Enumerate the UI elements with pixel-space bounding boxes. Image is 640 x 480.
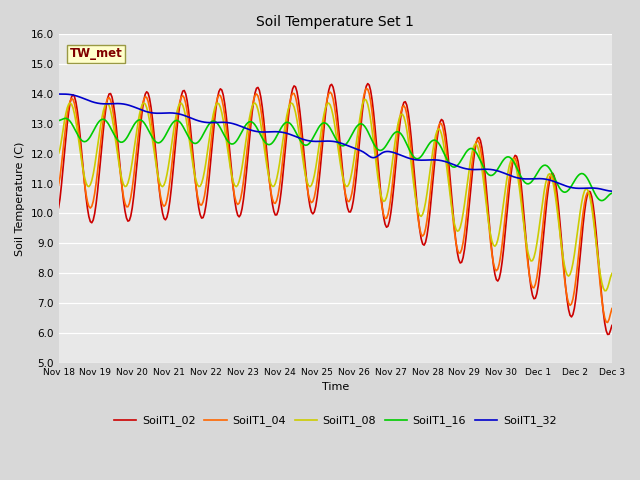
SoilT1_08 xyxy=(533,241,541,247)
SoilT1_04 xyxy=(533,275,541,281)
Line: SoilT1_02: SoilT1_02 xyxy=(58,84,612,335)
SoilT1_04 xyxy=(339,178,347,183)
Line: SoilT1_32: SoilT1_32 xyxy=(58,94,612,191)
Line: SoilT1_08: SoilT1_08 xyxy=(58,99,612,291)
Line: SoilT1_16: SoilT1_16 xyxy=(58,119,612,201)
SoilT1_16 xyxy=(75,134,83,140)
SoilT1_02 xyxy=(607,327,614,333)
Line: SoilT1_04: SoilT1_04 xyxy=(58,88,612,323)
SoilT1_32 xyxy=(451,162,458,168)
SoilT1_02 xyxy=(339,174,347,180)
SoilT1_16 xyxy=(451,164,458,170)
SoilT1_16 xyxy=(533,171,541,177)
SoilT1_16 xyxy=(607,191,614,197)
SoilT1_04 xyxy=(74,118,81,123)
SoilT1_08 xyxy=(74,128,81,133)
SoilT1_02 xyxy=(604,332,611,337)
SoilT1_04 xyxy=(54,182,62,188)
SoilT1_32 xyxy=(533,176,541,181)
SoilT1_32 xyxy=(340,142,348,147)
SoilT1_02 xyxy=(451,225,458,231)
SoilT1_32 xyxy=(75,94,83,99)
SoilT1_04 xyxy=(604,320,611,325)
SoilT1_16 xyxy=(54,118,62,123)
X-axis label: Time: Time xyxy=(322,382,349,392)
SoilT1_16 xyxy=(598,198,605,204)
Legend: SoilT1_02, SoilT1_04, SoilT1_08, SoilT1_16, SoilT1_32: SoilT1_02, SoilT1_04, SoilT1_08, SoilT1_… xyxy=(109,411,561,431)
SoilT1_16 xyxy=(62,116,70,121)
Title: Soil Temperature Set 1: Soil Temperature Set 1 xyxy=(256,15,414,29)
SoilT1_16 xyxy=(92,123,100,129)
SoilT1_02 xyxy=(608,323,616,328)
SoilT1_04 xyxy=(608,306,616,312)
SoilT1_32 xyxy=(54,91,62,97)
SoilT1_02 xyxy=(74,108,81,114)
SoilT1_04 xyxy=(91,191,99,196)
Text: TW_met: TW_met xyxy=(70,48,122,60)
SoilT1_02 xyxy=(364,81,372,86)
SoilT1_08 xyxy=(601,288,609,294)
SoilT1_02 xyxy=(533,291,541,297)
SoilT1_02 xyxy=(91,211,99,216)
SoilT1_32 xyxy=(605,188,613,194)
SoilT1_08 xyxy=(608,271,616,276)
SoilT1_32 xyxy=(56,91,64,97)
SoilT1_04 xyxy=(362,85,370,91)
SoilT1_08 xyxy=(339,176,347,182)
SoilT1_08 xyxy=(451,221,458,227)
SoilT1_04 xyxy=(451,229,458,235)
SoilT1_02 xyxy=(54,205,62,211)
SoilT1_08 xyxy=(361,96,369,102)
SoilT1_08 xyxy=(54,151,62,157)
SoilT1_04 xyxy=(607,311,614,317)
SoilT1_08 xyxy=(91,163,99,169)
SoilT1_16 xyxy=(608,190,616,196)
SoilT1_32 xyxy=(608,188,616,194)
SoilT1_16 xyxy=(340,143,348,148)
SoilT1_08 xyxy=(607,275,614,280)
SoilT1_32 xyxy=(92,100,100,106)
Y-axis label: Soil Temperature (C): Soil Temperature (C) xyxy=(15,142,25,256)
